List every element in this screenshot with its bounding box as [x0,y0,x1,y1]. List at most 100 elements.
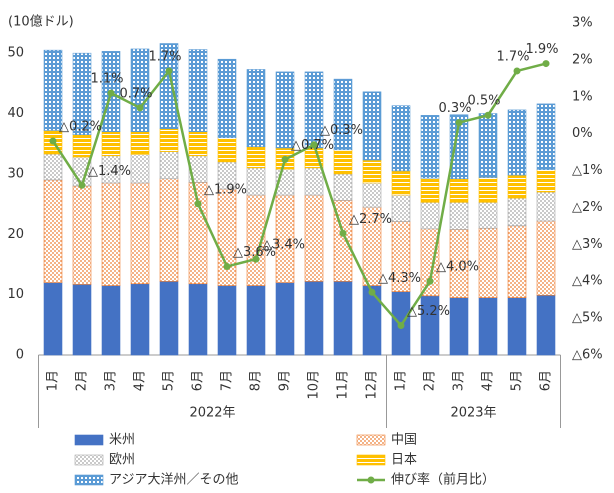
bar-segment [304,281,324,356]
line-marker [455,119,463,127]
bar-segment [507,225,527,298]
bar-segment [507,197,527,227]
y-tick-label: 10 [7,287,24,302]
x-tick-label: 8月 [249,370,264,391]
x-tick-label: 5月 [510,370,525,391]
data-label: 1.1% [90,72,123,87]
bar-segment [43,282,63,356]
x-tick-label: 4月 [481,370,496,391]
line-marker [310,141,318,149]
line-marker [49,137,57,145]
bar-segment [420,201,440,230]
bar-segment [391,194,411,222]
bar-segment [420,115,440,179]
legend-swatch [74,454,104,466]
bar-segment [275,282,295,356]
x-tick-label: 2月 [423,370,438,391]
bar-segment [159,151,179,180]
x-tick-label: 10月 [307,370,322,400]
bar-segment [536,103,556,170]
x-tick-label: 1月 [46,370,61,391]
data-label: 0.7% [119,86,152,101]
line-marker [107,89,115,97]
bar-segment [188,182,208,285]
line-marker [484,111,492,119]
y2-tick-label: 3% [572,16,593,31]
bar-segment [478,227,498,298]
line-marker [339,229,347,237]
data-label: △0.2% [59,120,102,135]
y-tick-label: 0 [16,348,24,363]
bar-segment [391,170,411,196]
bar-segment [536,191,556,222]
bar-segment [246,69,266,148]
data-label: △4.0% [436,260,479,275]
bar-segment [507,109,527,176]
x-tick-label: 12月 [365,370,380,400]
line-marker [194,200,202,208]
y2-tick-label: △3% [572,237,603,252]
y-tick-label: 50 [7,46,24,61]
bar-segment [362,159,382,184]
legend-swatch [367,476,375,484]
bar-segment [246,146,266,169]
legend-swatch [356,434,386,446]
x-tick-label: 2月 [75,370,90,391]
line-marker [78,181,86,189]
x-tick-label: 11月 [336,370,351,400]
bar-segment [101,131,121,157]
legend-label: 伸び率（前月比） [391,472,495,488]
line-marker [136,104,144,112]
bar-segment [217,58,237,138]
bar-segment [43,179,63,283]
bar-segment [362,91,382,161]
bar-segment [101,285,121,356]
y2-tick-label: △4% [572,274,603,289]
data-label: △1.9% [204,182,247,197]
line-marker [281,155,289,163]
x-tick-label: 6月 [539,370,554,391]
group-label: 2023年 [450,406,496,421]
bar-segment [188,131,208,157]
bar-segment [72,284,92,356]
x-tick-label: 7月 [220,370,235,391]
x-tick-label: 9月 [278,370,293,391]
bar-segment [362,285,382,356]
bar-segment [130,182,150,285]
x-tick-label: 3月 [452,370,467,391]
legend-swatch [74,434,104,446]
x-tick-label: 6月 [191,370,206,391]
bar-segment [536,294,556,356]
bar-segment [449,114,469,180]
y2-tick-label: △6% [572,348,603,363]
bar-segment [159,178,179,282]
y2-tick-label: 0% [572,126,593,141]
data-label: 0.3% [438,101,471,116]
y2-tick-label: 1% [572,89,593,104]
line-marker [368,288,376,296]
bar-segment [72,185,92,285]
y-axis-title: (10億ドル) [8,14,74,30]
bar-segment [188,283,208,356]
legend-label: 中国 [391,433,417,448]
bar-segment [130,154,150,184]
data-label: △2.7% [349,212,392,227]
bar-segment [130,283,150,356]
x-tick-label: 4月 [133,370,148,391]
legend-label: 日本 [391,453,417,468]
bar-segment [101,182,121,286]
bar-segment [478,113,498,178]
bar-segment [217,137,237,163]
bar-segment [188,49,208,132]
bar-segment [449,201,469,230]
line-marker [542,60,550,68]
legend-label: 米州 [109,433,135,448]
line-marker [252,255,260,263]
y-tick-label: 20 [7,227,24,242]
x-tick-label: 5月 [162,370,177,391]
bar-segment [507,297,527,356]
bar-segment [217,285,237,356]
bar-segment [130,131,150,155]
bar-segment [159,43,179,129]
bar-segment [478,177,498,203]
